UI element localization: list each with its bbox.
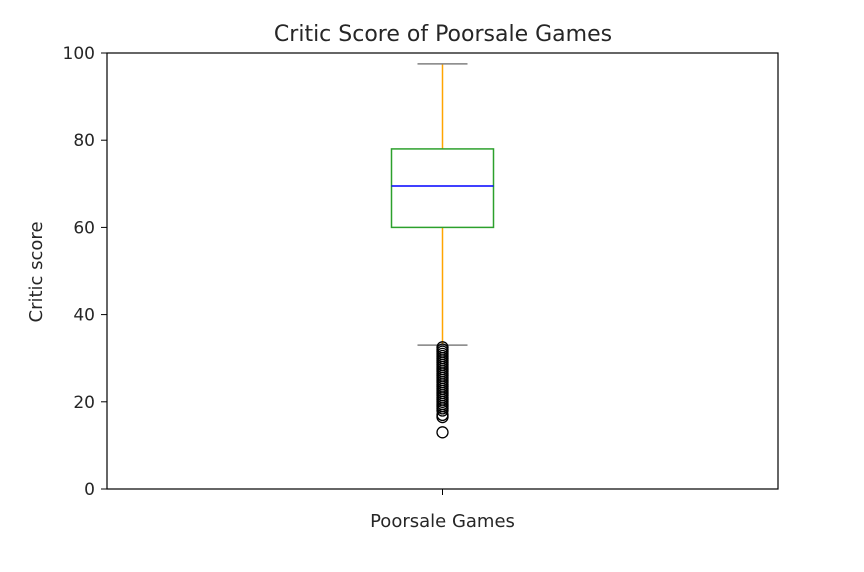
y-tick-label: 20 xyxy=(73,393,95,413)
iqr-box xyxy=(390,148,495,229)
y-axis-label: Critic score xyxy=(26,221,47,322)
outlier-points xyxy=(436,341,449,439)
outlier-point xyxy=(436,426,449,439)
y-tick-label: 40 xyxy=(73,306,95,326)
y-axis-ticks: 0 20 40 60 80 100 xyxy=(63,44,107,500)
y-tick-label: 100 xyxy=(63,44,95,64)
y-tick-label: 0 xyxy=(84,480,95,500)
chart-title: Critic Score of Poorsale Games xyxy=(274,22,612,47)
y-tick-label: 80 xyxy=(73,131,95,151)
outlier-point xyxy=(436,404,449,417)
plot-frame xyxy=(106,52,779,490)
x-axis-ticks: Poorsale Games xyxy=(370,489,515,532)
x-tick-label: Poorsale Games xyxy=(370,511,515,532)
box-group xyxy=(390,63,495,346)
outlier-point xyxy=(436,410,449,424)
y-tick-label: 60 xyxy=(73,218,95,238)
